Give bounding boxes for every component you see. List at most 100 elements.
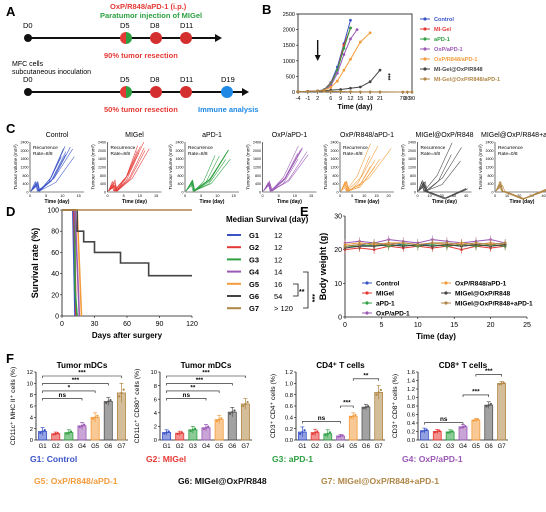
y-axis-title: Tumour volume (mm³) bbox=[91, 144, 96, 190]
x-tick-label: 20 bbox=[440, 194, 444, 198]
weight-point bbox=[401, 241, 405, 245]
y-tick-label: 800 bbox=[100, 174, 106, 178]
y-tick-label: 0 bbox=[154, 438, 157, 444]
x-tick-label: -4 bbox=[296, 96, 301, 102]
significance-label: ns bbox=[318, 415, 326, 422]
y-tick-label: 0 bbox=[27, 191, 29, 195]
subplot-title: MIGel bbox=[125, 132, 144, 139]
panel-label-a: A bbox=[6, 4, 16, 19]
x-tick-label: 0 bbox=[29, 194, 31, 198]
schematic-dose-dot bbox=[180, 32, 192, 44]
data-point bbox=[436, 430, 439, 433]
y-tick-label: 1600 bbox=[408, 157, 416, 161]
y-tick-label: 0.0 bbox=[407, 438, 415, 444]
recurrence-label: Recurrence bbox=[188, 145, 213, 151]
bar bbox=[374, 391, 383, 441]
data-point bbox=[476, 418, 480, 421]
legend-group: G1 bbox=[249, 231, 259, 240]
y-axis-title: Tumour volume (mm³) bbox=[246, 144, 251, 190]
y-axis-title: CD11c⁺ CD80⁺ cells (%) bbox=[134, 369, 141, 444]
x-tick-label: 15 bbox=[450, 322, 458, 329]
series-point bbox=[335, 71, 339, 75]
x-tick-label: 5 bbox=[379, 322, 383, 329]
data-point bbox=[83, 423, 86, 426]
legend-median: > 120 bbox=[274, 304, 293, 313]
x-tick-label: 0 bbox=[184, 194, 186, 198]
legend-marker bbox=[423, 27, 427, 31]
series-point bbox=[322, 89, 326, 93]
x-tick-label: 40 bbox=[464, 194, 468, 198]
data-point bbox=[41, 430, 44, 433]
y-tick-label: 0 bbox=[104, 191, 106, 195]
subplot-title: Control bbox=[46, 132, 69, 139]
y-tick-label: 400 bbox=[178, 182, 184, 186]
data-point bbox=[233, 409, 236, 412]
panel-label-d: D bbox=[6, 204, 15, 219]
y-tick-label: 0 bbox=[30, 438, 33, 444]
series-point bbox=[349, 86, 352, 90]
recurrence-label: Recurrence bbox=[343, 145, 368, 151]
y-tick-label: 0.0 bbox=[285, 438, 293, 444]
y-tick-label: 80 bbox=[51, 229, 59, 236]
x-tick-label: 0 bbox=[343, 322, 347, 329]
x-tick-label: G3 bbox=[324, 444, 333, 450]
significance-label: *** bbox=[78, 370, 86, 377]
data-point bbox=[375, 393, 378, 396]
data-point bbox=[337, 435, 340, 438]
legend-marker bbox=[423, 37, 427, 41]
legend-marker bbox=[423, 77, 427, 81]
sig-bracket bbox=[42, 383, 109, 386]
legend-marker bbox=[365, 291, 369, 295]
x-tick-label: 18 bbox=[367, 96, 373, 102]
panel-label-c: C bbox=[6, 121, 16, 136]
plot-title: CD8⁺ T cells bbox=[439, 361, 488, 370]
significance-label: *** bbox=[308, 294, 315, 302]
legend-label: MI-Gel@OxP/R848/aPD-1 bbox=[434, 77, 500, 83]
y-tick-label: 1.0 bbox=[285, 382, 293, 388]
x-tick-label: G1 bbox=[39, 444, 48, 450]
data-point bbox=[449, 430, 452, 434]
series-point bbox=[355, 28, 359, 31]
legend-label: MIGel bbox=[376, 291, 394, 298]
legend-title: Median Survival (day) bbox=[226, 215, 309, 224]
data-point bbox=[207, 425, 210, 428]
schematic-day-label: D11 bbox=[180, 75, 193, 84]
x-tick-label: 10 bbox=[362, 194, 366, 198]
data-point bbox=[502, 381, 505, 384]
weight-line bbox=[344, 245, 506, 251]
tumor-curve bbox=[30, 156, 62, 192]
data-point bbox=[423, 429, 426, 432]
schematic-half-dot-red bbox=[120, 32, 126, 44]
x-tick-label: 15 bbox=[309, 194, 313, 198]
y-tick-label: 1200 bbox=[408, 166, 416, 170]
weight-point bbox=[445, 241, 449, 245]
data-point bbox=[231, 411, 234, 414]
resection-arrowhead bbox=[314, 55, 321, 61]
y-tick-label: 800 bbox=[178, 174, 184, 178]
weight-point bbox=[372, 241, 376, 245]
legend-label: Control bbox=[376, 281, 400, 288]
x-tick-label: 9 bbox=[339, 96, 342, 102]
y-tick-label: 0.4 bbox=[407, 421, 416, 427]
sig-bracket bbox=[166, 390, 220, 393]
recurrence-value: Rate=8/8 bbox=[188, 151, 208, 157]
data-point bbox=[446, 431, 450, 434]
tumor-curve bbox=[108, 142, 145, 192]
weight-point bbox=[387, 243, 390, 246]
data-point bbox=[191, 428, 194, 431]
significance-label: ** bbox=[363, 372, 368, 379]
legend-label: G1: Control bbox=[30, 454, 77, 464]
x-axis-title: Time (day) bbox=[122, 199, 147, 205]
legend-marker bbox=[444, 281, 448, 285]
data-point bbox=[43, 429, 46, 432]
y-tick-label: 800 bbox=[488, 174, 494, 178]
y-tick-label: 400 bbox=[488, 182, 494, 186]
y-tick-label: 2 bbox=[154, 425, 157, 431]
y-tick-label: 4 bbox=[30, 416, 34, 422]
y-tick-label: 1200 bbox=[21, 166, 29, 170]
x-tick-label: 10 bbox=[505, 194, 509, 198]
x-tick-label: 10 bbox=[138, 194, 142, 198]
legend-median: 16 bbox=[274, 280, 282, 289]
x-tick-label: 90 bbox=[409, 96, 415, 102]
